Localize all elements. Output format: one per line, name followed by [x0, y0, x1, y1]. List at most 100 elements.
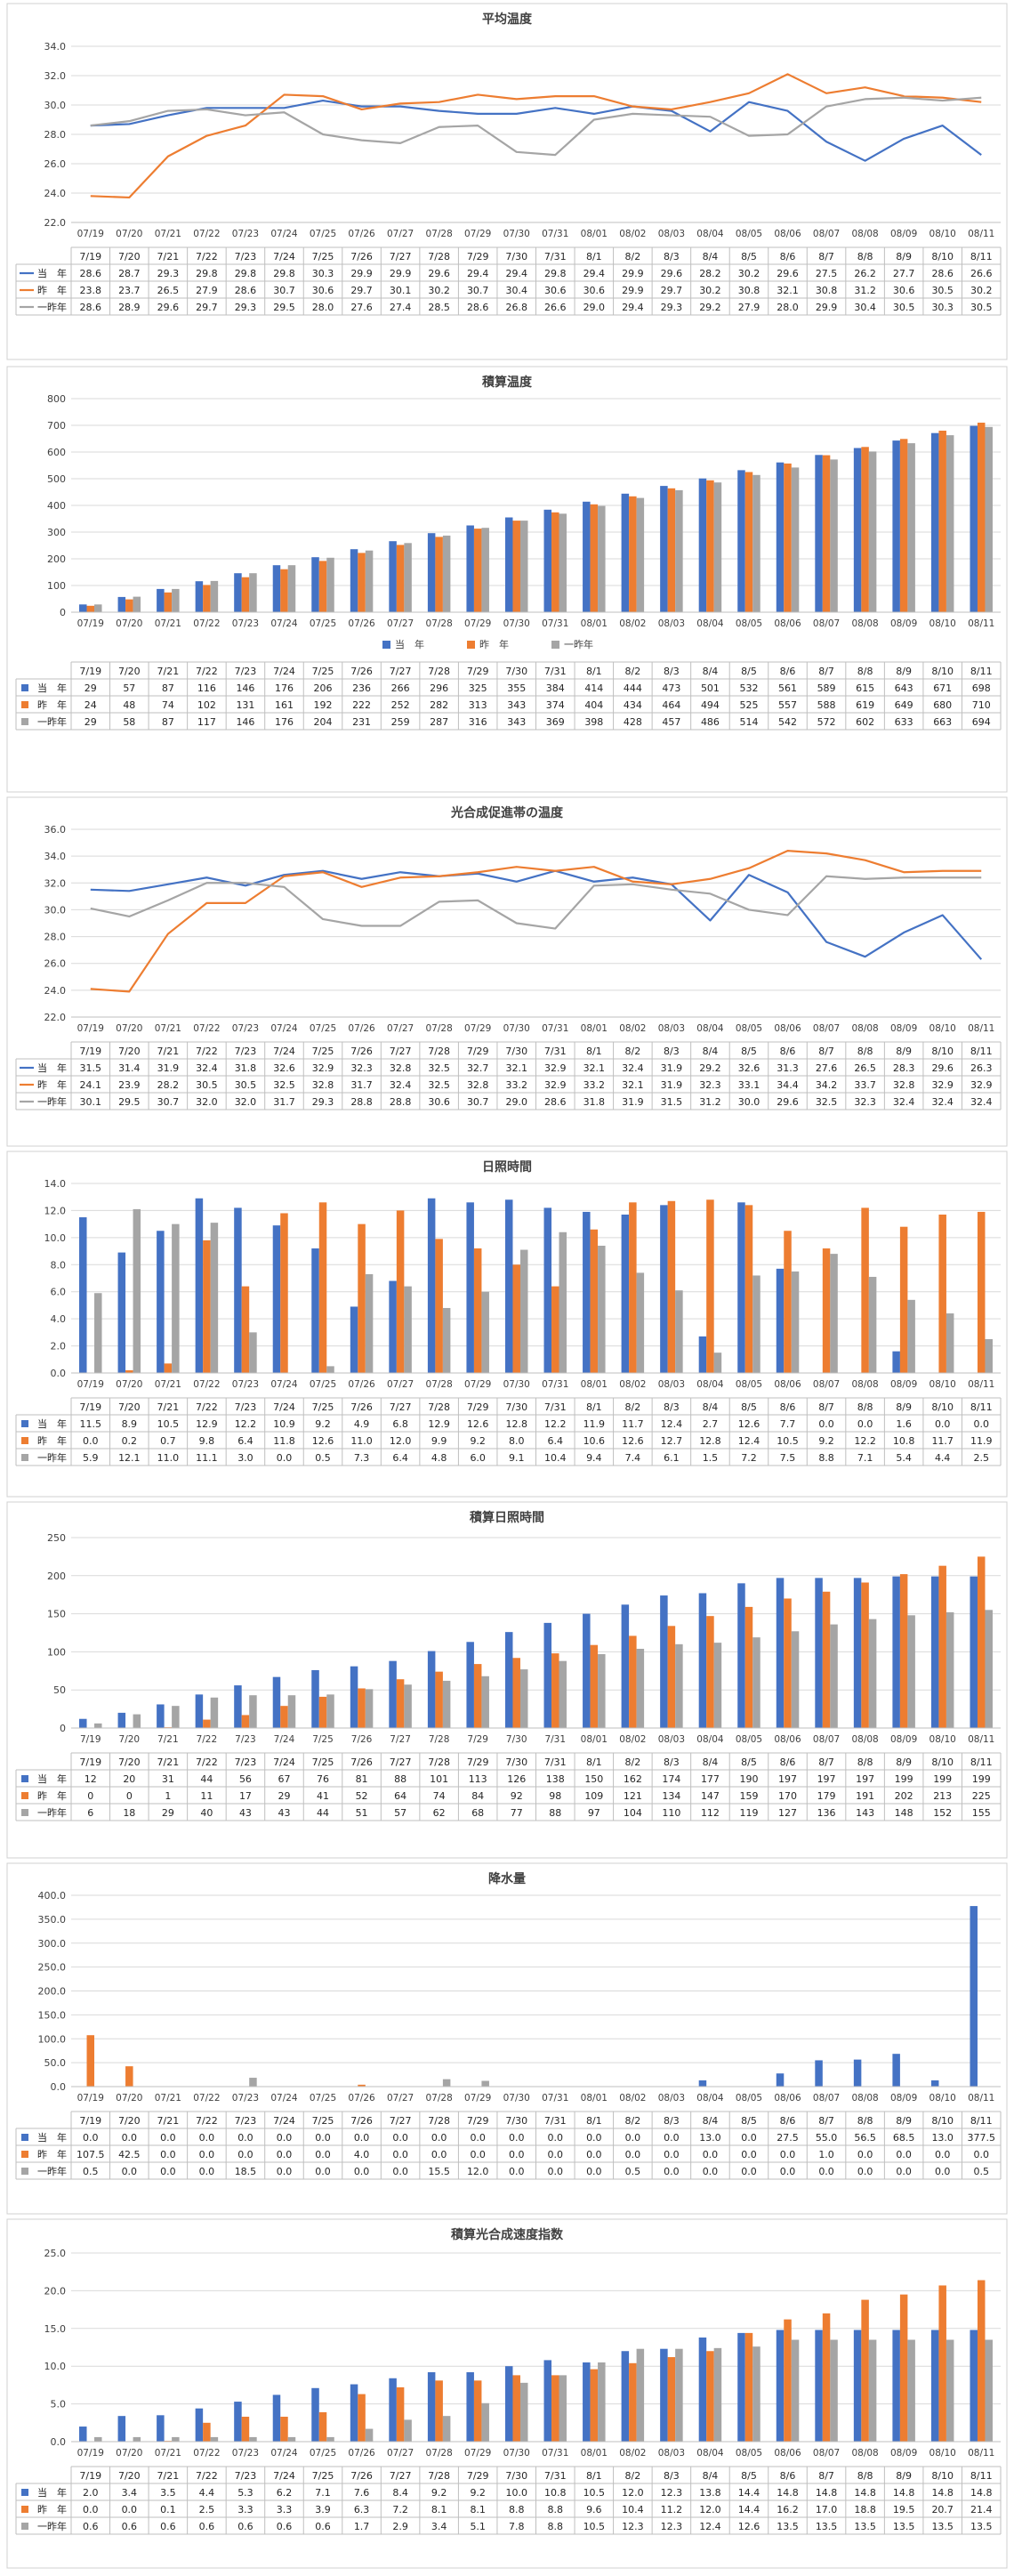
table-cell: 633 [895, 716, 913, 728]
bar-s1 [660, 1595, 668, 1728]
table-cell: 5.3 [237, 2487, 254, 2499]
bar-s1 [777, 463, 785, 612]
bar-s1 [118, 1713, 126, 1728]
x-tick-label: 07/30 [503, 229, 530, 239]
table-header-cell: 8/5 [741, 666, 757, 677]
row-key-swatch [21, 1437, 28, 1444]
y-tick-label: 10.0 [44, 1232, 67, 1244]
x-tick-label: 07/22 [193, 1379, 220, 1390]
x-tick-label: 7/29 [467, 1734, 488, 1745]
table-cell: 0.0 [431, 2132, 447, 2144]
table-cell: 384 [546, 682, 565, 694]
x-tick-label: 08/07 [813, 1023, 840, 1034]
table-cell: 31.2 [854, 285, 876, 296]
table-cell: 0.0 [122, 2504, 138, 2515]
table-cell: 31.2 [699, 1096, 721, 1108]
bar-s3 [520, 521, 528, 612]
table-cell: 161 [275, 699, 294, 711]
y-tick-label: 10.0 [44, 2361, 67, 2372]
x-tick-label: 07/29 [464, 229, 491, 239]
bar-s1 [389, 1281, 397, 1373]
table-cell: 8.1 [431, 2504, 447, 2515]
table-header-cell: 8/7 [818, 251, 834, 262]
x-tick-label: 08/05 [736, 1379, 762, 1390]
table-cell: 369 [546, 716, 565, 728]
table-cell: 8.8 [509, 2504, 525, 2515]
table-header-cell: 7/20 [118, 1046, 141, 1057]
bar-s2 [319, 1202, 327, 1373]
table-cell: 12.3 [661, 2521, 683, 2532]
table-header-cell: 7/20 [118, 2470, 141, 2482]
x-tick-label: 08/05 [736, 1734, 762, 1745]
table-cell: 4.9 [354, 1418, 370, 1430]
bar-s1 [699, 1593, 707, 1728]
table-cell: 27.4 [390, 302, 412, 313]
table-cell: 107.5 [76, 2149, 105, 2160]
table-cell: 10.0 [505, 2487, 527, 2499]
table-header-cell: 7/26 [350, 251, 373, 262]
table-cell: 1 [165, 1790, 171, 1802]
table-cell: 0.0 [315, 2149, 331, 2160]
x-tick-label: 08/09 [890, 618, 917, 629]
bar-s3 [675, 490, 683, 612]
bar-s1 [931, 2080, 939, 2087]
table-cell: 31.8 [235, 1062, 257, 1074]
table-cell: 30.2 [970, 285, 993, 296]
table-cell: 9.8 [199, 1435, 215, 1447]
bar-s1 [777, 2073, 785, 2087]
table-header-cell: 7/29 [467, 251, 489, 262]
y-tick-label: 32.0 [44, 877, 67, 889]
bar-s1 [311, 2388, 319, 2442]
bar-s1 [699, 1336, 707, 1373]
bar-s2 [900, 1227, 908, 1373]
table-cell: 113 [469, 1773, 487, 1785]
x-tick-label: 08/03 [658, 229, 685, 239]
bar-s1 [970, 426, 978, 612]
bar-s2 [706, 2351, 714, 2442]
bar-s2 [435, 1672, 443, 1728]
table-cell: 32.4 [390, 1079, 412, 1091]
table-cell: 0.0 [509, 2132, 525, 2144]
table-cell: 29.3 [157, 268, 180, 279]
bar-s1 [583, 1614, 591, 1728]
x-tick-label: 08/05 [736, 229, 762, 239]
bar-s2 [165, 593, 173, 612]
table-cell: 199 [933, 1773, 952, 1785]
bar-s2 [203, 2423, 211, 2442]
bar-s3 [481, 2081, 489, 2087]
table-header-cell: 7/26 [350, 1756, 373, 1768]
bar-s2 [629, 1202, 637, 1373]
y-tick-label: 200.0 [38, 1986, 67, 1998]
table-cell: 588 [817, 699, 836, 711]
bar-s2 [358, 1224, 366, 1373]
x-tick-label: 07/20 [116, 1379, 142, 1390]
bar-s3 [366, 1689, 374, 1728]
table-cell: 12.0 [699, 2504, 721, 2515]
x-tick-label: 07/19 [77, 229, 104, 239]
table-cell: 29 [278, 1790, 290, 1802]
table-cell: 13.5 [893, 2521, 915, 2532]
bar-s1 [311, 557, 319, 612]
x-tick-label: 08/07 [813, 229, 840, 239]
table-cell: 31.9 [661, 1062, 683, 1074]
table-cell: 7.7 [780, 1418, 796, 1430]
table-header-cell: 7/21 [157, 2470, 180, 2482]
row-key-swatch [21, 2489, 28, 2496]
bar-s2 [629, 2363, 637, 2442]
table-cell: 30.8 [738, 285, 760, 296]
table-cell: 12.7 [661, 1435, 683, 1447]
table-cell: 0.0 [509, 2166, 525, 2177]
bar-s1 [273, 2394, 281, 2442]
table-header-cell: 8/11 [970, 666, 993, 677]
bar-s1 [777, 1578, 785, 1728]
bar-s1 [311, 1248, 319, 1373]
table-cell: 12.8 [505, 1418, 527, 1430]
table-cell: 30.3 [931, 302, 954, 313]
table-cell: 0.0 [780, 2166, 796, 2177]
y-tick-label: 500 [47, 473, 66, 485]
bar-s2 [591, 505, 599, 612]
bar-s2 [435, 2380, 443, 2442]
bar-s1 [699, 2080, 707, 2087]
x-tick-label: 07/20 [116, 2093, 142, 2104]
table-header-cell: 7/23 [235, 251, 257, 262]
